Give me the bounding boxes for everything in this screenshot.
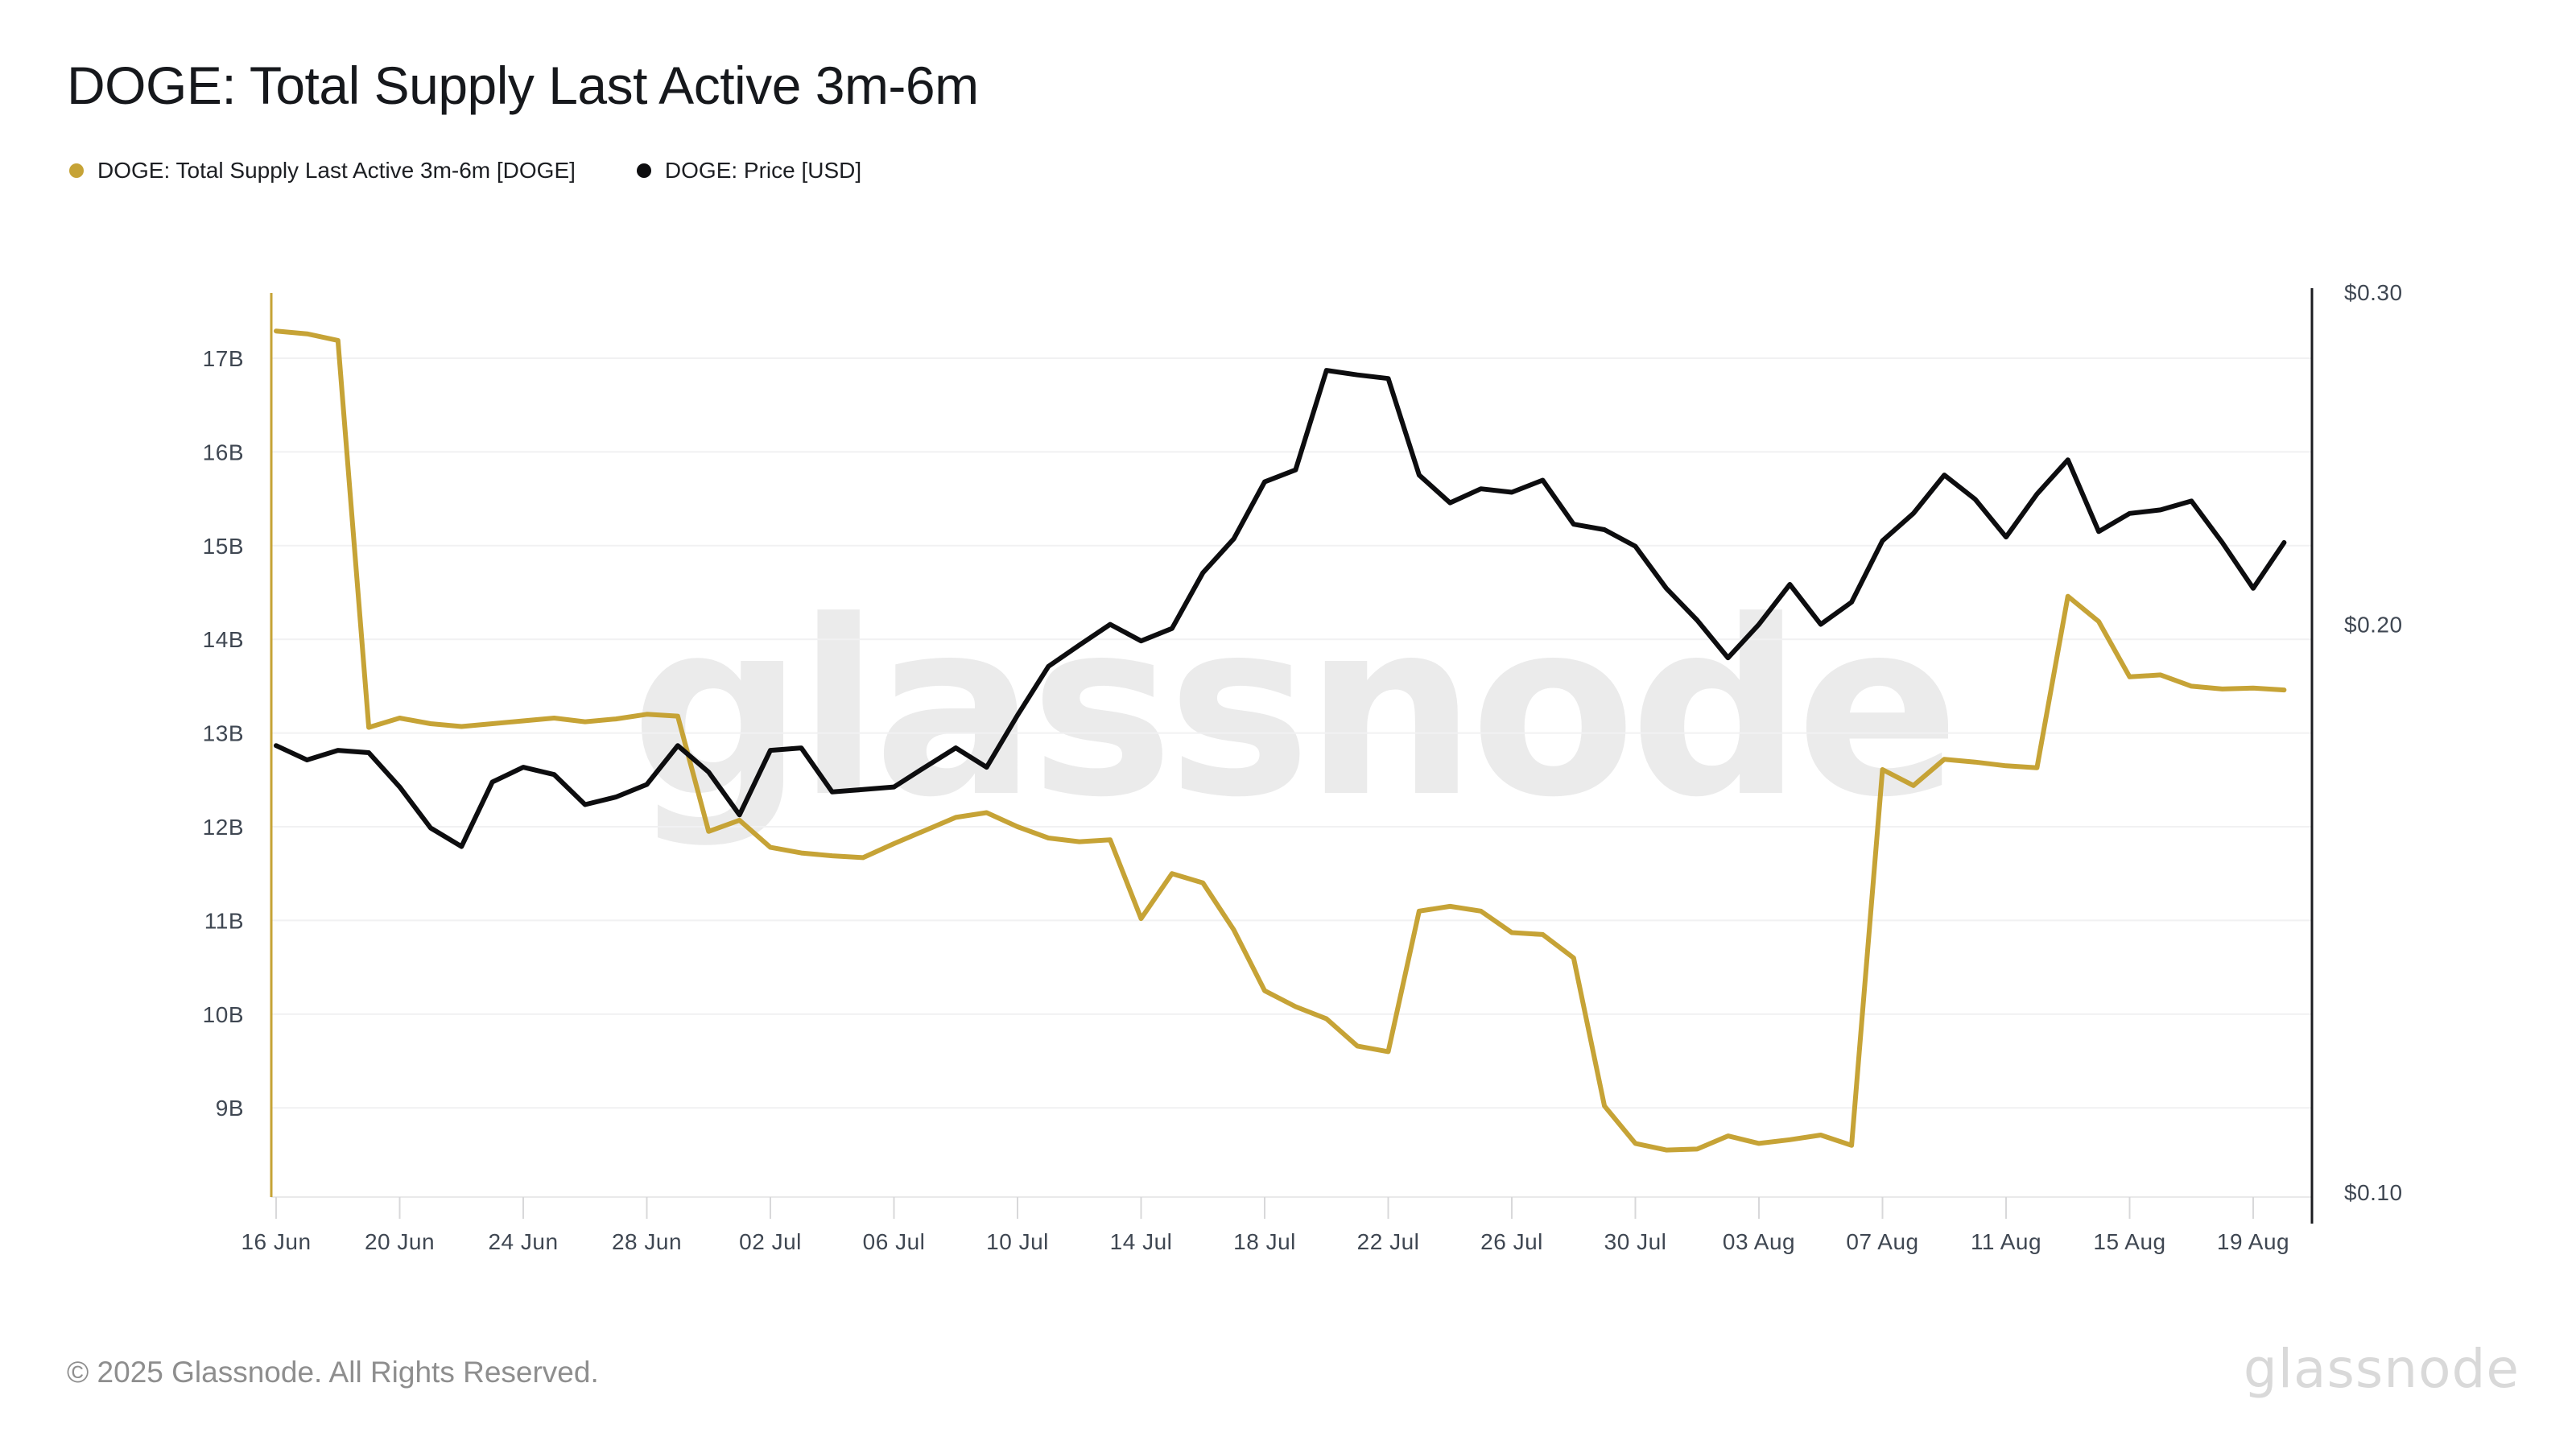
x-axis-tick-label: 06 Jul <box>863 1229 926 1254</box>
x-axis-tick-label: 15 Aug <box>2093 1229 2165 1254</box>
x-axis-ticks <box>271 1196 2312 1219</box>
x-axis-tick-label: 18 Jul <box>1233 1229 1296 1254</box>
axis-lines <box>270 288 2314 1224</box>
left-axis-tick-label: 11B <box>204 908 244 933</box>
left-axis-tick-label: 13B <box>203 721 244 746</box>
axis-tick-labels: 17B 16B 15B 14B 13B 12B 11B 10B 9B $0.30 $0.20 $0.1… <box>203 280 2403 1254</box>
left-axis-tick-label: 15B <box>203 534 244 559</box>
x-axis-tick-label: 30 Jul <box>1604 1229 1667 1254</box>
x-axis-tick-label: 07 Aug <box>1846 1229 1918 1254</box>
gridlines <box>271 357 2312 1109</box>
legend-item-supply[interactable]: DOGE: Total Supply Last Active 3m-6m [DO… <box>69 158 576 184</box>
left-axis-tick-label: 14B <box>203 627 244 652</box>
right-axis-tick-label: $0.20 <box>2344 613 2403 638</box>
copyright-text: © 2025 Glassnode. All Rights Reserved. <box>67 1356 599 1389</box>
left-axis-tick-label: 16B <box>203 440 244 464</box>
chart-legend: DOGE: Total Supply Last Active 3m-6m [DO… <box>69 158 861 184</box>
legend-item-label: DOGE: Price [USD] <box>664 158 862 183</box>
right-axis-tick-label: $0.10 <box>2344 1180 2403 1205</box>
page-title: DOGE: Total Supply Last Active 3m-6m <box>67 56 979 115</box>
x-axis-tick-label: 28 Jun <box>612 1229 682 1254</box>
x-axis-tick-label: 19 Aug <box>2217 1229 2289 1254</box>
x-axis-tick-label: 10 Jul <box>986 1229 1049 1254</box>
x-axis-tick-label: 22 Jul <box>1357 1229 1420 1254</box>
price-series-line <box>274 368 2287 849</box>
legend-item-price[interactable]: DOGE: Price [USD] <box>636 158 862 184</box>
glassnode-logo: glassnode <box>2243 1338 2520 1400</box>
left-axis-tick-label: 9B <box>216 1096 244 1121</box>
x-axis-tick-label: 14 Jul <box>1110 1229 1173 1254</box>
right-axis-tick-label: $0.30 <box>2344 280 2403 305</box>
x-axis-tick-label: 03 Aug <box>1723 1229 1795 1254</box>
series-lines <box>274 328 2287 1153</box>
x-axis-tick-label: 11 Aug <box>1971 1229 2041 1254</box>
supply-series-dot-icon <box>69 163 84 178</box>
x-axis-tick-label: 16 Jun <box>241 1229 311 1254</box>
x-axis-tick-label: 26 Jul <box>1480 1229 1543 1254</box>
x-axis-tick-label: 02 Jul <box>739 1229 802 1254</box>
left-axis-tick-label: 17B <box>203 346 244 371</box>
legend-item-label: DOGE: Total Supply Last Active 3m-6m [DO… <box>97 158 576 183</box>
supply-series-line <box>274 328 2287 1153</box>
left-axis-tick-label: 12B <box>203 815 244 840</box>
price-series-dot-icon <box>636 163 651 178</box>
left-axis-tick-label: 10B <box>203 1002 244 1027</box>
x-axis-tick-label: 20 Jun <box>365 1229 435 1254</box>
x-axis-tick-label: 24 Jun <box>488 1229 558 1254</box>
glassnode-watermark: glassnode <box>630 569 1953 850</box>
